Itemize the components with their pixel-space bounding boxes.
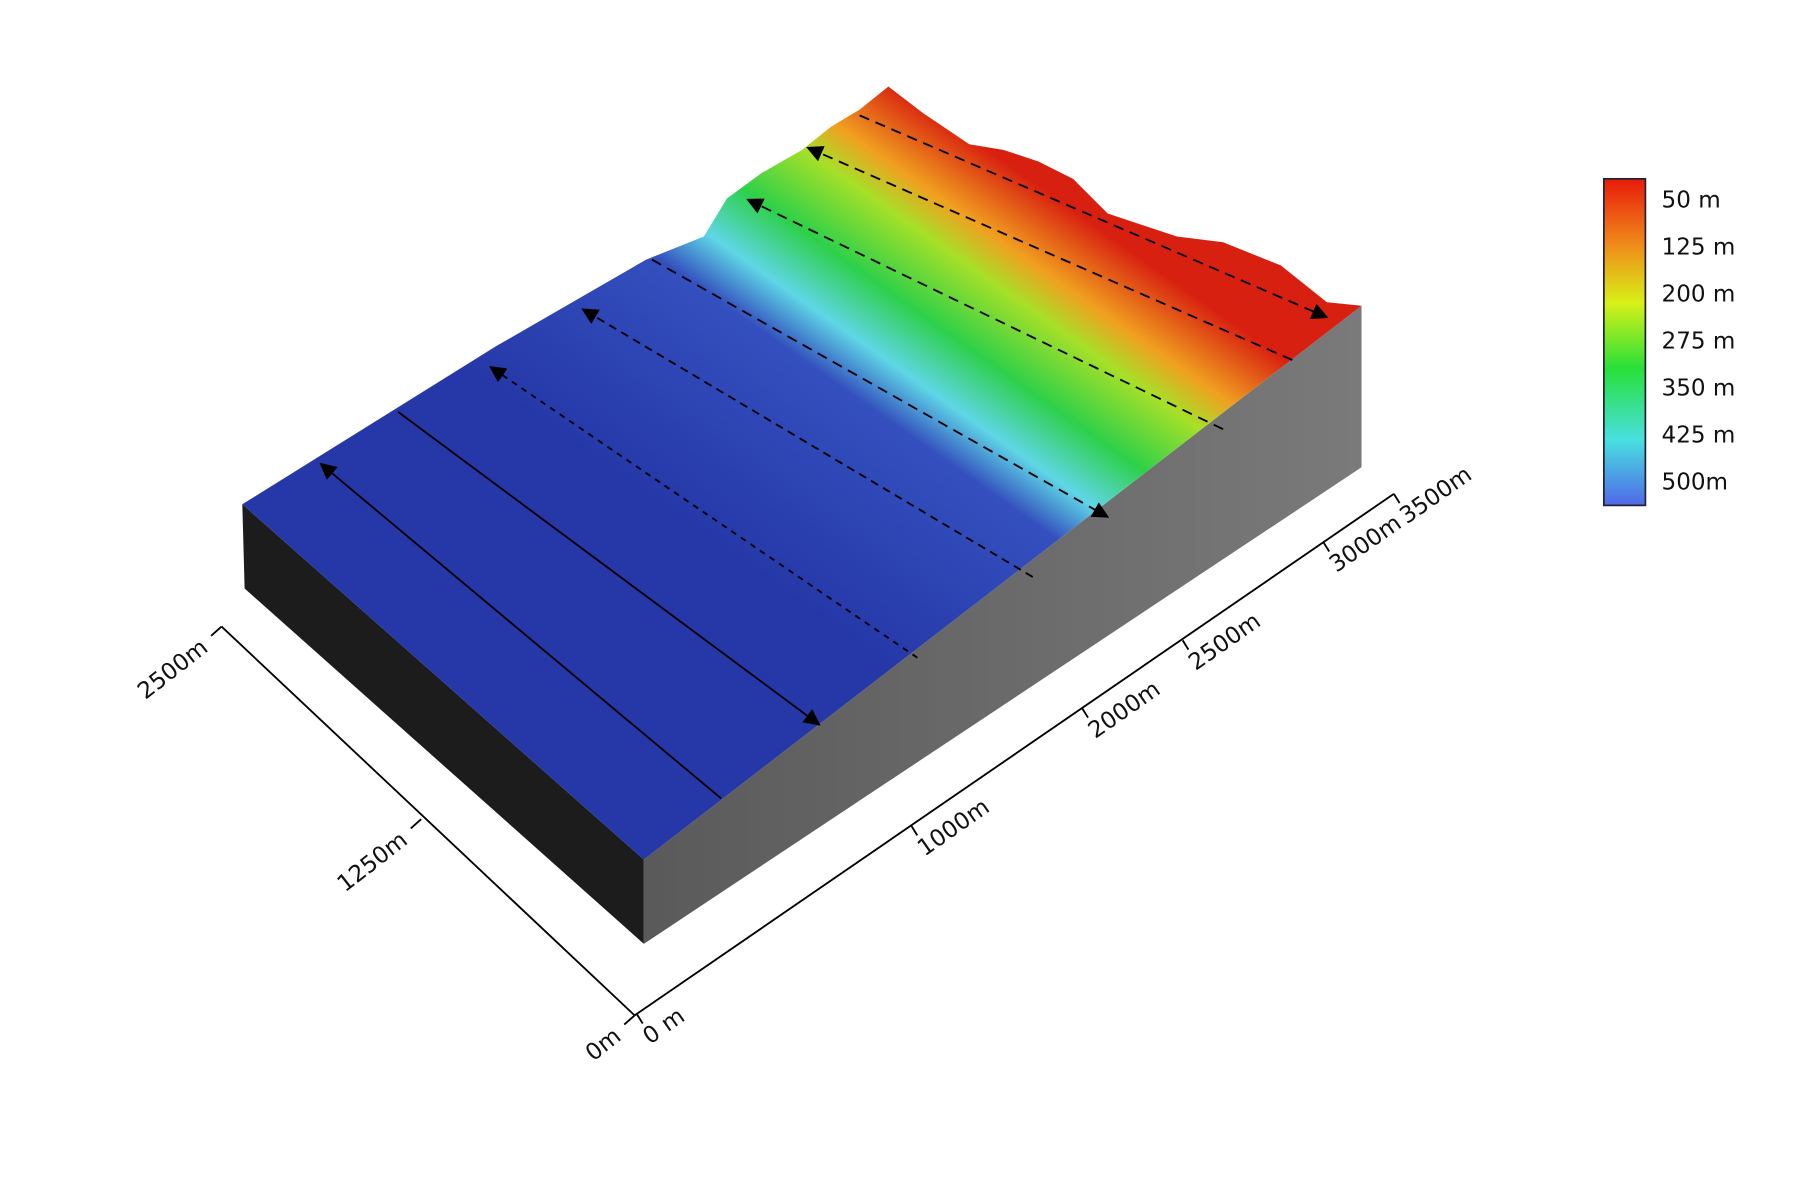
survey-line — [859, 114, 1329, 320]
survey-lines — [319, 114, 1329, 800]
legend-label: 50 m — [1662, 187, 1721, 213]
legend-label: 350 m — [1662, 376, 1736, 402]
survey-line — [319, 462, 722, 800]
x-tick — [910, 825, 919, 836]
legend-label: 125 m — [1662, 234, 1736, 260]
x-tick-label: 0 m — [638, 1003, 689, 1050]
x-axis-line — [634, 493, 1395, 1017]
x-tick — [1081, 707, 1089, 719]
x-tick-label: 1000m — [913, 794, 994, 862]
colorbar — [1602, 177, 1647, 507]
x-tick-label: 2500m — [1184, 608, 1265, 676]
axes — [220, 493, 1395, 1017]
legend-label: 500m — [1662, 470, 1729, 496]
legend-label: 275 m — [1662, 329, 1736, 355]
y-tick — [410, 818, 422, 830]
y-axis-line — [220, 625, 636, 1017]
x-tick-label: 2000m — [1084, 676, 1165, 744]
x-tick — [1393, 493, 1401, 504]
legend-label: 200 m — [1662, 281, 1736, 307]
y-tick — [623, 1014, 636, 1026]
y-tick-label: 2500m — [133, 634, 213, 704]
survey-line — [806, 146, 1293, 361]
x-tick-label: 3000m — [1325, 510, 1406, 578]
survey-line — [581, 308, 1034, 578]
side-face — [643, 305, 1362, 944]
x-tick — [1322, 541, 1331, 553]
terrain-surface — [242, 86, 1362, 860]
y-tick — [210, 625, 223, 637]
survey-line — [397, 411, 821, 726]
x-tick — [1181, 639, 1190, 651]
survey-line — [746, 198, 1224, 431]
survey-line — [651, 258, 1110, 518]
x-tick — [636, 1013, 644, 1024]
legend-label: 425 m — [1662, 423, 1736, 449]
y-tick-label: 0m — [581, 1023, 626, 1066]
front-face — [242, 504, 644, 944]
y-tick-label: 1250m — [333, 827, 413, 897]
x-tick-label: 3500m — [1395, 462, 1476, 530]
survey-line — [489, 365, 918, 659]
block — [242, 86, 1362, 944]
